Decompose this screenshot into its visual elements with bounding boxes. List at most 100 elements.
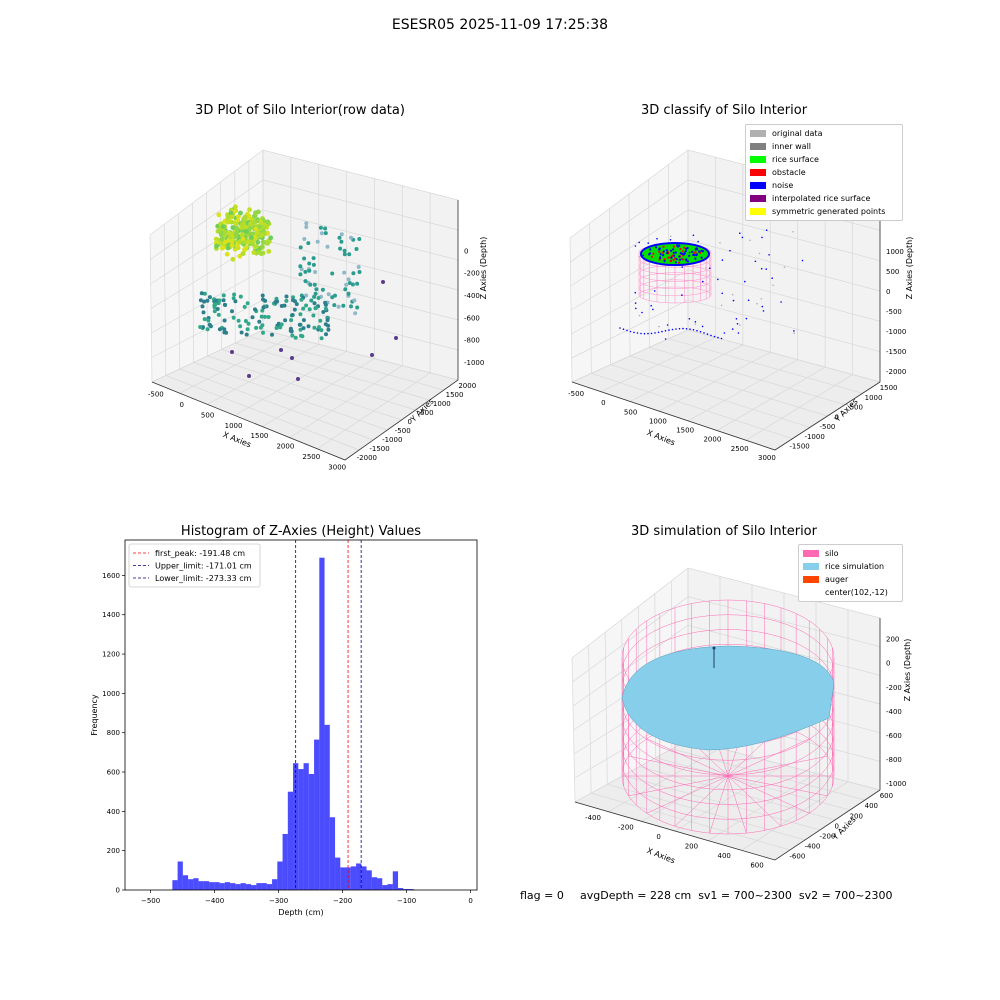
data-point xyxy=(792,231,794,233)
data-point xyxy=(207,295,212,300)
data-point xyxy=(699,330,702,333)
data-point xyxy=(278,325,283,330)
data-point xyxy=(265,230,271,236)
histogram-bar xyxy=(277,861,283,890)
data-point xyxy=(258,233,264,238)
data-point xyxy=(640,332,642,335)
x-tick-label: 1500 xyxy=(251,432,269,440)
grid-line xyxy=(570,239,881,311)
x-tick-label: -200 xyxy=(618,823,634,831)
data-point xyxy=(681,294,683,296)
legend-label: Lower_limit: -273.33 cm xyxy=(155,574,252,583)
z-tick-label: -2000 xyxy=(886,368,906,376)
data-point xyxy=(720,337,723,340)
data-point xyxy=(290,313,295,317)
y-axis-label: Frequency xyxy=(90,694,99,736)
histogram-bar xyxy=(193,878,199,890)
legend-swatch xyxy=(750,182,766,189)
data-point xyxy=(683,246,686,249)
data-point xyxy=(668,256,671,259)
legend-swatch xyxy=(750,130,766,137)
data-point xyxy=(761,236,763,239)
data-point xyxy=(265,241,270,246)
data-point xyxy=(349,235,353,240)
data-point xyxy=(684,250,687,253)
data-point xyxy=(323,226,328,231)
data-point xyxy=(326,327,331,332)
data-point xyxy=(201,325,205,330)
data-point xyxy=(222,318,227,323)
data-point xyxy=(668,329,670,331)
data-point xyxy=(230,350,234,354)
data-point xyxy=(671,328,674,331)
legend-item: inner wall xyxy=(750,140,898,153)
data-point xyxy=(279,322,284,327)
data-point xyxy=(294,302,299,307)
data-point xyxy=(756,302,758,305)
data-point xyxy=(336,304,341,309)
legend-label: auger xyxy=(825,575,849,584)
legend-swatch xyxy=(803,563,819,570)
simulation-legend: silo rice simulation auger center(102,-12) xyxy=(798,544,903,602)
histogram-bar xyxy=(188,879,194,890)
data-point xyxy=(662,245,665,248)
data-point xyxy=(664,338,667,340)
silo-wire xyxy=(638,279,712,297)
data-point xyxy=(233,221,239,227)
data-point xyxy=(222,302,227,307)
data-point xyxy=(652,308,654,311)
data-point xyxy=(635,307,637,310)
data-point xyxy=(238,294,243,299)
data-point xyxy=(260,308,265,313)
legend-label: rice simulation xyxy=(825,562,885,571)
data-point xyxy=(320,287,325,292)
data-point xyxy=(217,227,222,232)
data-point xyxy=(311,262,316,267)
data-point xyxy=(261,224,267,230)
histogram-bar xyxy=(198,881,204,890)
data-point xyxy=(666,324,669,326)
data-point xyxy=(641,311,643,314)
x-tick-label: -500 xyxy=(148,390,164,398)
data-point xyxy=(638,256,641,258)
x-tick-label: 500 xyxy=(201,411,214,419)
data-point xyxy=(669,260,672,263)
data-point xyxy=(673,254,676,257)
plot-frame xyxy=(124,539,478,891)
grid-line xyxy=(150,179,459,260)
data-point xyxy=(634,245,637,247)
data-point xyxy=(239,330,244,335)
data-point xyxy=(216,312,221,317)
data-point xyxy=(650,332,653,335)
legend-label: first_peak: -191.48 cm xyxy=(155,549,245,558)
x-tick-label: −200 xyxy=(333,897,352,905)
x-tick-label: −300 xyxy=(269,897,288,905)
data-point xyxy=(228,210,234,216)
data-point xyxy=(212,305,217,310)
legend-item: symmetric generated points xyxy=(750,205,898,218)
data-point xyxy=(260,323,265,328)
data-point xyxy=(233,231,239,237)
histogram-bar xyxy=(282,833,288,890)
data-point xyxy=(198,325,203,329)
data-point xyxy=(658,248,661,251)
data-point xyxy=(261,297,265,302)
data-point xyxy=(342,270,347,275)
data-point xyxy=(230,225,236,230)
legend-swatch xyxy=(750,143,766,150)
data-point xyxy=(765,229,768,231)
silo-wire xyxy=(727,775,810,814)
data-point xyxy=(353,311,358,316)
data-point xyxy=(230,309,234,314)
data-point xyxy=(643,332,646,335)
data-point xyxy=(745,317,748,320)
histogram-bar xyxy=(203,881,210,890)
data-point xyxy=(326,292,331,297)
data-point xyxy=(291,295,295,300)
data-point xyxy=(706,333,709,335)
data-point xyxy=(201,310,206,315)
data-point xyxy=(261,330,265,335)
data-point xyxy=(319,328,324,333)
data-point xyxy=(215,307,220,311)
legend-item: center(102,-12) xyxy=(803,586,898,599)
